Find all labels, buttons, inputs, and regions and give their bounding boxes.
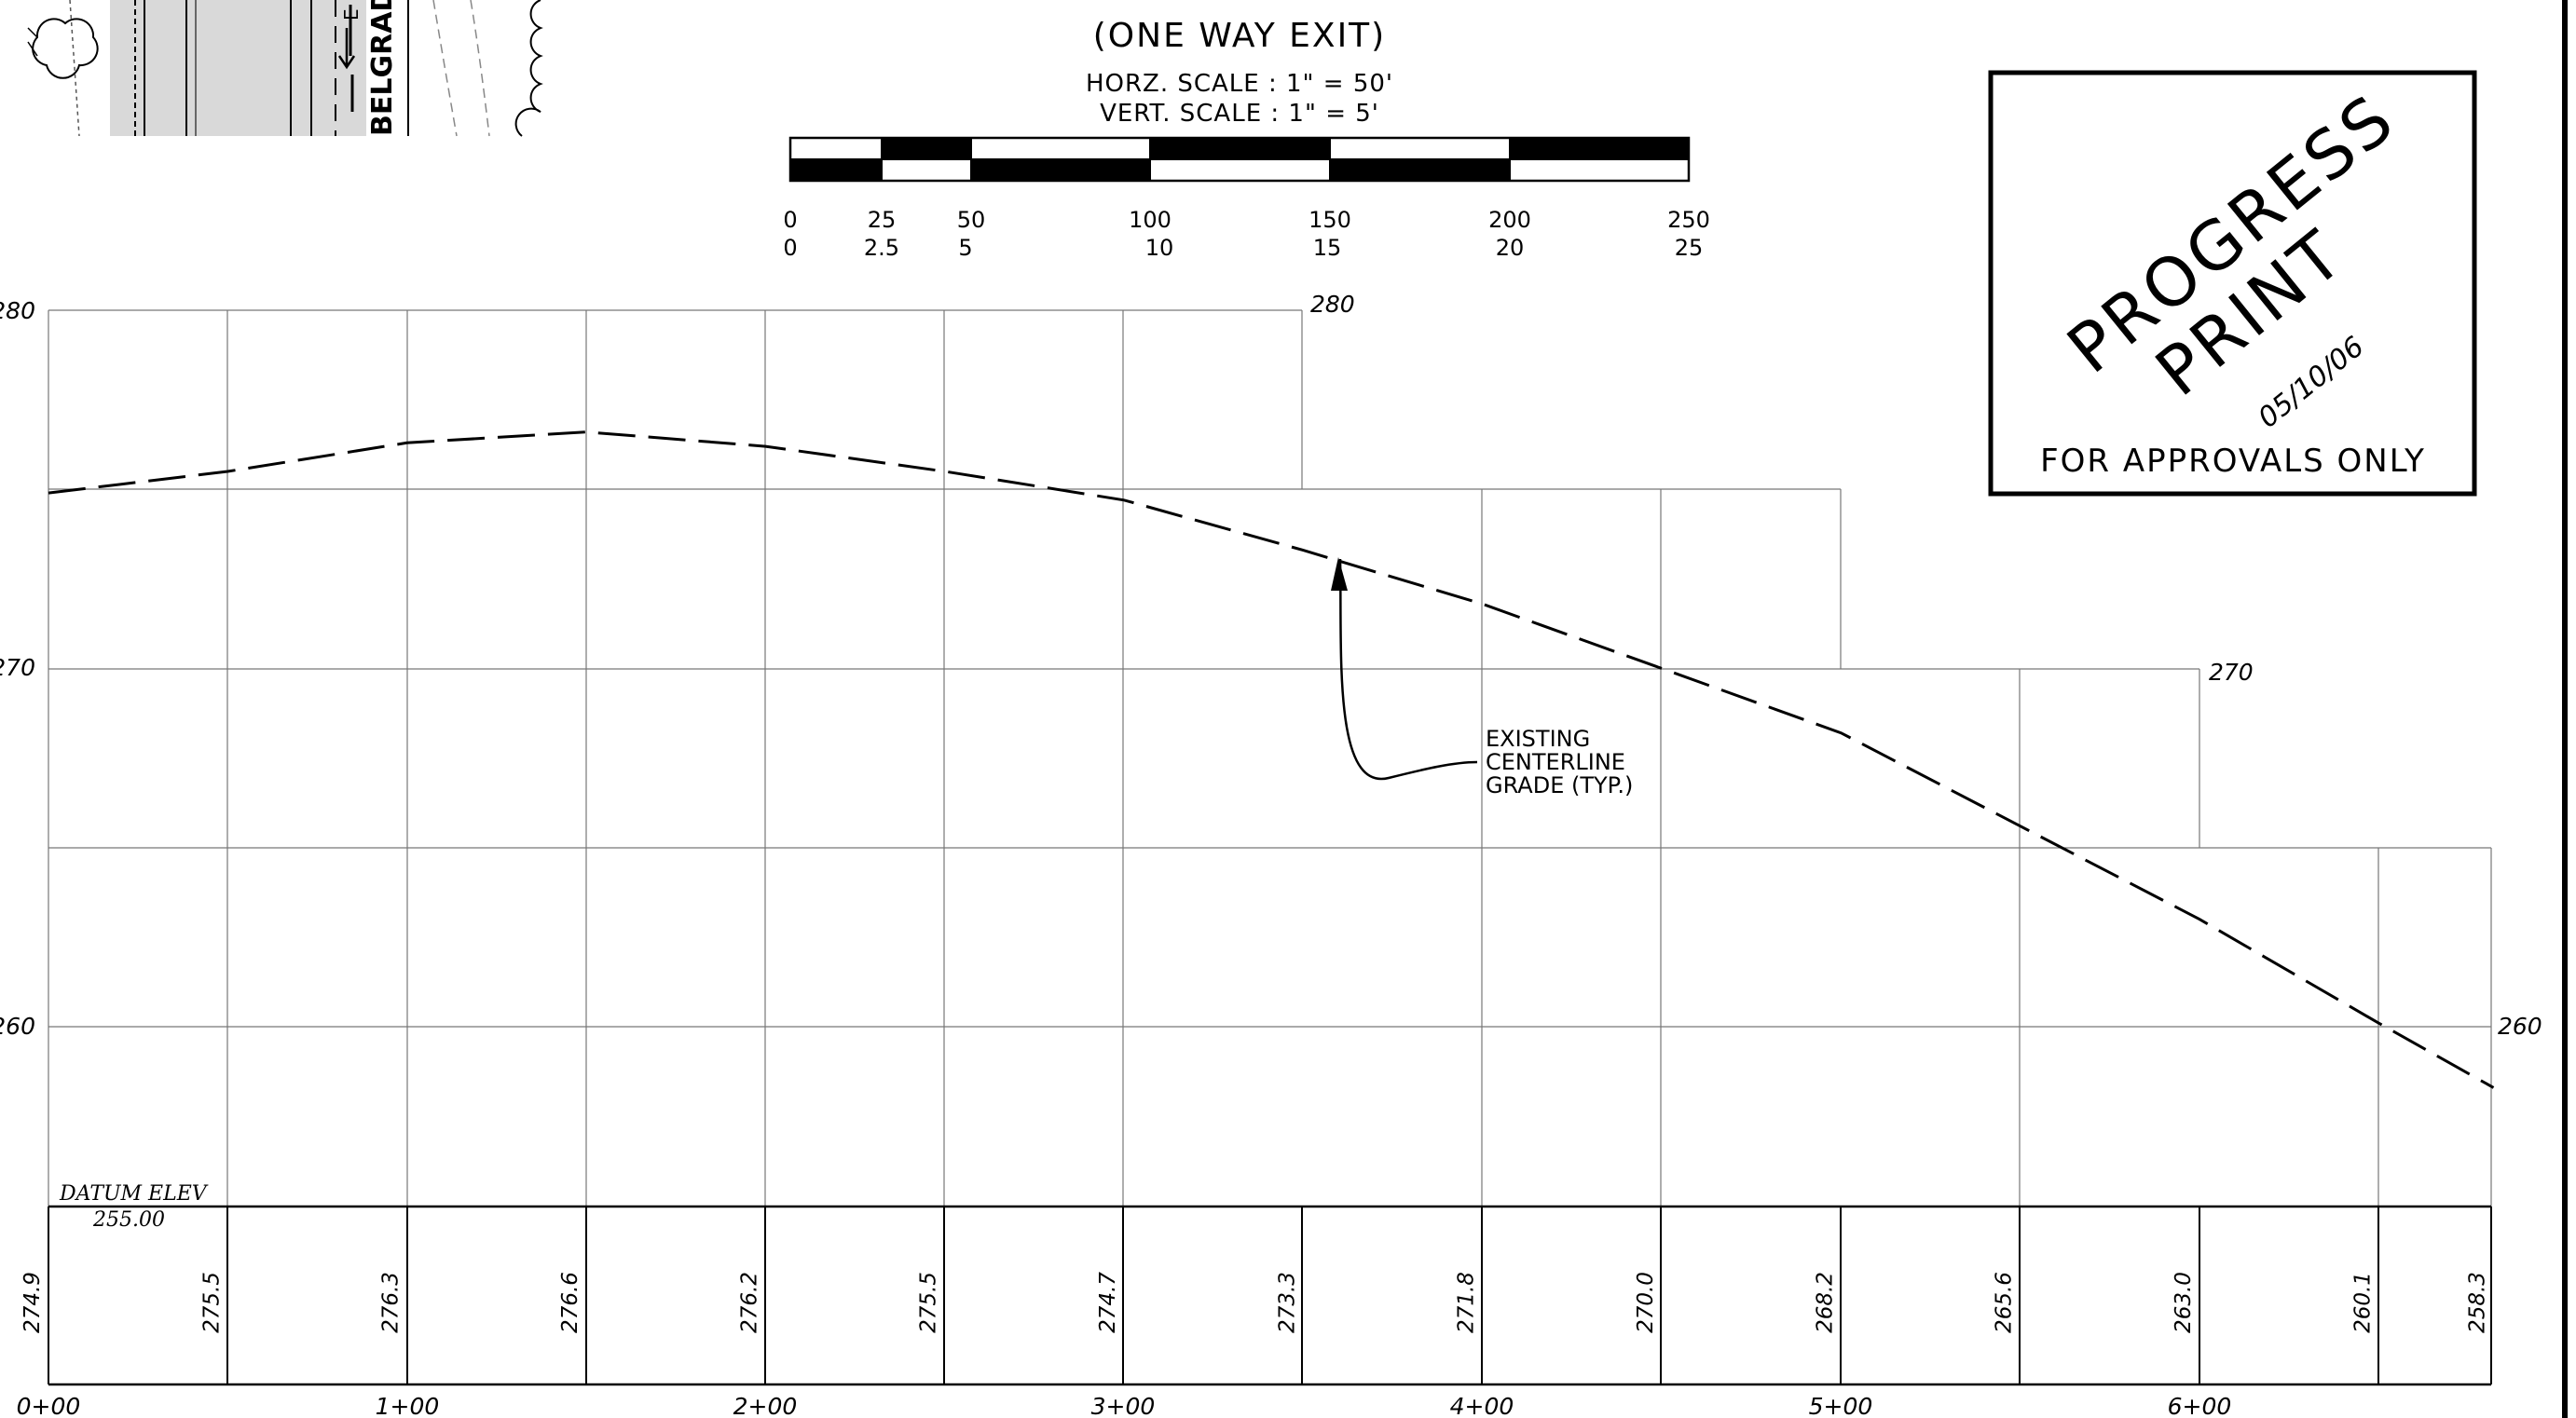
elevation-cell-value: 258.3 [2466, 1272, 2490, 1333]
station-label: 2+00 [733, 1393, 798, 1418]
elev-label: 270 [0, 654, 35, 681]
station-label: 5+00 [1809, 1393, 1873, 1418]
street-label: BELGRAD [366, 0, 399, 136]
arrowhead-icon [1331, 557, 1348, 591]
scale-label: 250 [1667, 207, 1710, 233]
annotation-line: EXISTING [1486, 726, 1590, 752]
station-label: 3+00 [1091, 1393, 1156, 1418]
grade-annotation: EXISTING CENTERLINE GRADE (TYP.) [1331, 557, 1633, 798]
station-label: 4+00 [1450, 1393, 1514, 1418]
elevation-table: DATUM ELEV 255.00 [48, 1182, 2492, 1386]
elevation-cell-value: 273.3 [1275, 1272, 1299, 1333]
elev-label: 260 [2498, 1013, 2542, 1040]
elev-label: 280 [1310, 291, 1355, 318]
elev-label: 270 [2209, 659, 2254, 686]
scale-label: 10 [1145, 235, 1174, 261]
arrow-down-icon [337, 28, 356, 70]
scale-label: 100 [1129, 207, 1172, 233]
annotation-line: GRADE (TYP.) [1486, 772, 1633, 798]
elevation-cell-value: 271.8 [1455, 1272, 1479, 1333]
elevation-cell-value: 274.7 [1096, 1272, 1120, 1333]
profile-grid [48, 309, 2492, 1207]
elev-label: 280 [0, 297, 35, 324]
station-label: 0+00 [17, 1393, 81, 1418]
scale-label: 0 [783, 207, 797, 233]
elevation-cell-value: 268.2 [1813, 1272, 1837, 1333]
scale-label: 50 [957, 207, 986, 233]
horz-scale: HORZ. SCALE : 1" = 50' [1086, 70, 1393, 98]
stamp-footer: FOR APPROVALS ONLY [2040, 443, 2426, 480]
sheet-title: (ONE WAY EXIT) [1093, 17, 1386, 55]
scale-label: 150 [1309, 207, 1351, 233]
elevation-cell-value: 276.2 [737, 1272, 761, 1333]
elevation-cell-value: 274.9 [21, 1272, 45, 1333]
tree-icon [32, 18, 99, 79]
scale-label: 0 [783, 235, 797, 261]
scale-label: 25 [1675, 235, 1704, 261]
elevation-cell-value: 276.3 [379, 1272, 404, 1333]
station-label: 6+00 [2168, 1393, 2232, 1418]
station-label: 1+00 [376, 1393, 440, 1418]
elevation-cell-value: 276.6 [558, 1272, 582, 1333]
leader-line [1338, 558, 1478, 781]
vert-scale: VERT. SCALE : 1" = 5' [1100, 100, 1379, 128]
plan-inset: E BELGRAD [27, 0, 543, 137]
elev-label: 260 [0, 1013, 35, 1040]
elevation-labels: 280 280 270 270 260 260 [0, 291, 2542, 1040]
annotation-line: CENTERLINE [1486, 749, 1625, 775]
plan-marker: E [340, 8, 363, 20]
progress-stamp: PROGRESS PRINT 05/10/06 FOR APPROVALS ON… [1988, 70, 2477, 497]
elevation-cell-value: 265.6 [1993, 1272, 2017, 1333]
elevation-cell-value: 260.1 [2350, 1272, 2375, 1333]
scale-label: 2.5 [864, 235, 899, 261]
scale-label: 15 [1313, 235, 1342, 261]
elevation-cell-value: 275.5 [917, 1272, 941, 1333]
scale-label: 20 [1496, 235, 1525, 261]
grade-line [48, 430, 2495, 1089]
elevation-cell-layer: 274.9 275.5 276.3 276.6 276.2 275.5 274.7 273.3… [21, 1272, 2490, 1333]
elevation-cell-value: 263.0 [2172, 1272, 2196, 1333]
grade-line-layer [48, 430, 2495, 1089]
elevation-cell-value: 270.0 [1634, 1272, 1658, 1333]
scale-label: 25 [868, 207, 897, 233]
datum-value: 255.00 [92, 1208, 165, 1232]
datum-title: DATUM ELEV [59, 1182, 209, 1206]
elevation-cell-value: 275.5 [199, 1272, 224, 1333]
scale-bar: 0 25 50 100 150 200 250 0 2.5 5 10 15 20… [783, 136, 1710, 261]
scale-label: 5 [958, 235, 972, 261]
scale-label: 200 [1488, 207, 1531, 233]
station-labels: 0+00 1+00 2+00 3+00 4+00 5+00 6+00 [17, 1393, 2232, 1418]
